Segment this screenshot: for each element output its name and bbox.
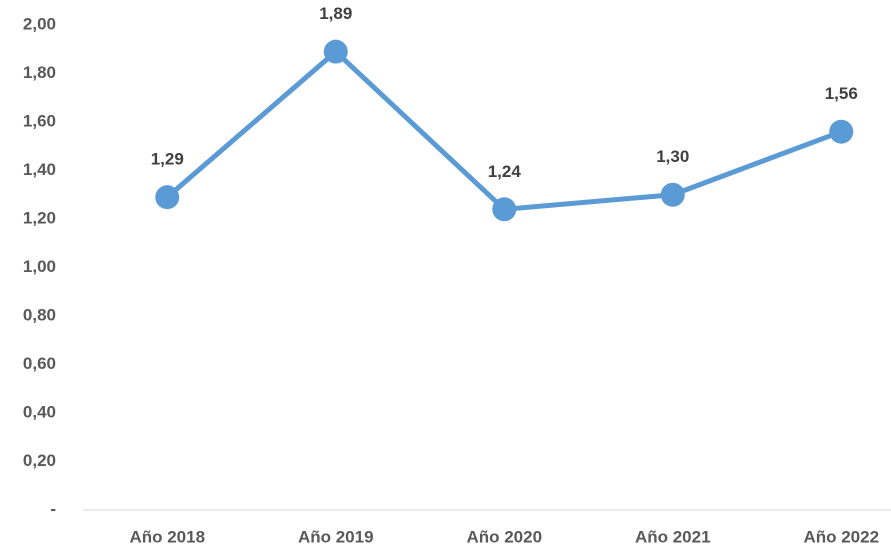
value-label: 1,29 [151,150,184,169]
x-tick-label: Año 2020 [466,527,542,546]
y-tick-label: 1,60 [23,111,56,130]
y-tick-label: - [50,499,56,518]
value-label: 1,56 [825,84,858,103]
x-tick-label: Año 2019 [298,527,374,546]
x-tick-label: Año 2021 [635,527,711,546]
y-tick-label: 0,20 [23,451,56,470]
y-tick-label: 0,40 [23,402,56,421]
value-label: 1,89 [319,4,352,23]
x-tick-label: Año 2022 [803,527,879,546]
y-tick-label: 0,80 [23,305,56,324]
y-tick-label: 0,60 [23,354,56,373]
point [829,119,854,144]
point [155,185,180,210]
y-tick-label: 1,20 [23,208,56,227]
y-tick-label: 1,00 [23,257,56,276]
point [323,39,348,64]
series-line [165,49,843,212]
value-label: 1,30 [656,147,689,166]
value-label: 1,24 [488,162,522,181]
y-tick-label: 1,80 [23,63,56,82]
point [492,197,517,222]
point [660,182,685,207]
y-tick-label: 1,40 [23,160,56,179]
y-tick-label: 2,00 [23,14,56,33]
x-tick-label: Año 2018 [129,527,205,546]
